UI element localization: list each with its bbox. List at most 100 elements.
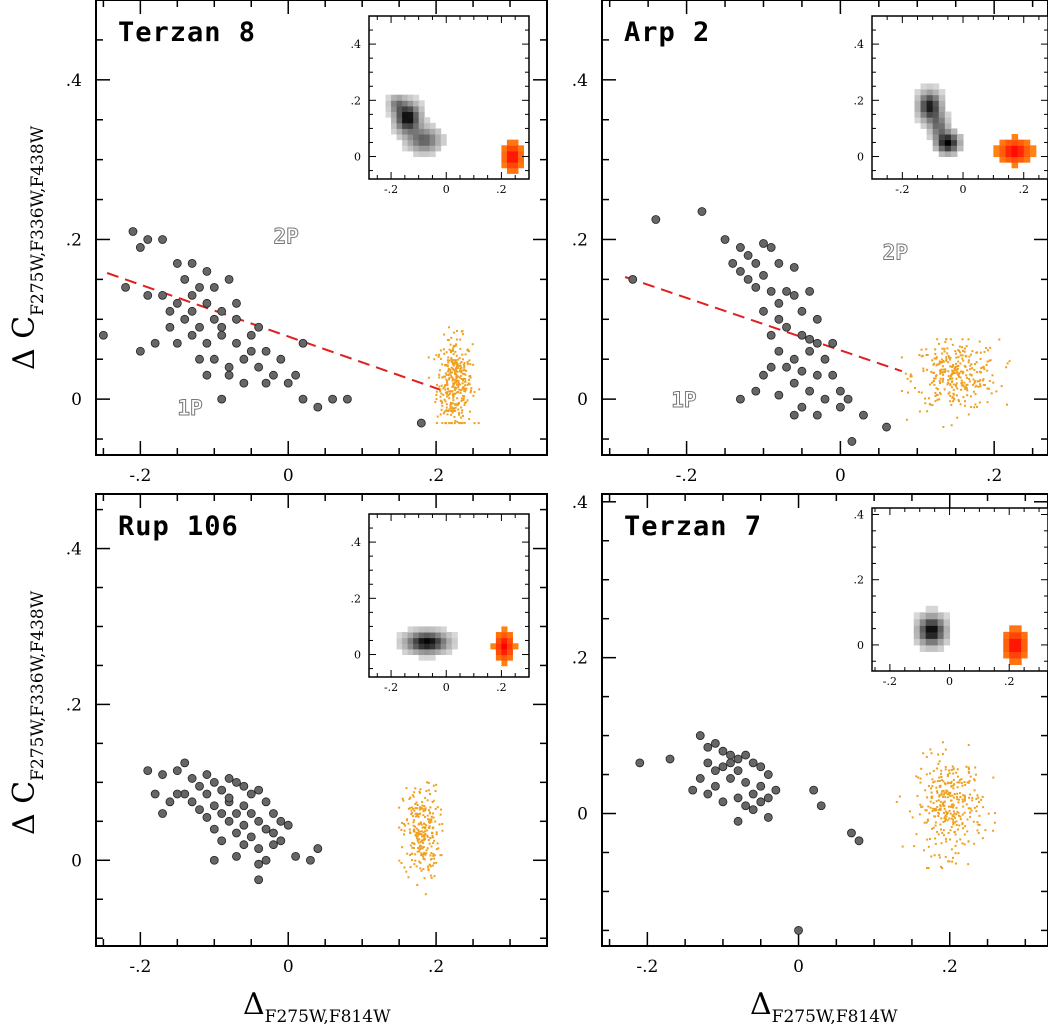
density-cell [932,128,940,135]
reference-point [426,865,429,868]
reference-point [430,831,433,834]
density-cell [402,94,409,101]
reference-point [956,810,959,813]
reference-point [454,380,457,383]
density-cell [920,105,928,113]
reference-point [948,391,951,394]
reference-point [428,818,431,821]
reference-point [456,370,459,373]
reference-point [941,379,944,382]
cluster-point [269,809,278,818]
reference-point [975,351,978,354]
reference-point [956,416,959,419]
reference-point [416,884,419,887]
reference-density-cell [1015,625,1022,633]
reference-point [457,382,460,385]
density-cell [429,654,436,661]
reference-point [414,859,417,862]
reference-point [944,791,947,794]
reference-point [973,789,976,792]
reference-point [441,401,444,404]
density-cell [391,122,398,129]
reference-point [952,364,955,367]
density-cell [920,111,928,118]
inset-y-tick-label: .2 [854,94,865,107]
reference-point [979,385,982,388]
cluster-point [202,789,212,799]
cluster-point [232,314,241,324]
reference-point [935,800,938,803]
reference-point [927,867,930,870]
reference-point [418,848,421,851]
reference-density-cell [1029,150,1037,158]
reference-point [930,752,933,755]
reference-point [947,792,950,795]
reference-point [462,399,465,402]
reference-point [451,410,454,413]
cluster-point [820,354,830,364]
cluster-point [733,766,743,776]
reference-point [450,358,453,361]
reference-point [950,848,953,851]
reference-point [957,374,960,377]
reference-point [434,807,437,810]
cluster-point [232,338,241,348]
density-cell [385,100,392,107]
inset-y-tick-label: .4 [351,536,362,549]
density-cell [920,94,928,101]
density-cell [440,134,447,141]
cluster-point [766,362,776,372]
density-cell [914,105,922,113]
reference-point [952,820,955,823]
cluster-point [828,370,838,380]
cluster-point [291,370,301,380]
reference-point [451,377,454,380]
reference-point [414,807,417,810]
reference-point [460,366,463,369]
reference-point [407,876,410,879]
reference-point [472,363,475,366]
inset-frame [368,15,530,180]
reference-point [951,856,954,859]
reference-point [947,361,950,364]
reference-point [950,784,953,787]
reference-point [936,388,939,391]
reference-point [419,788,422,791]
cluster-point [232,777,241,787]
density-cell [440,626,447,633]
population-label: 2P [273,224,298,248]
cluster-point [283,820,293,830]
cluster-point [269,840,278,850]
density-cell [429,637,436,644]
cluster-point [665,754,675,764]
reference-point [439,390,442,393]
reference-point [422,855,425,858]
cluster-point [748,758,758,768]
reference-point [949,829,952,832]
cluster-point [789,378,799,388]
cluster-point [751,259,761,268]
reference-point [443,410,446,413]
reference-point [944,340,947,343]
density-cell [407,643,414,650]
reference-point [963,404,966,407]
cluster-point [759,370,768,380]
density-cell [913,631,921,639]
y-tick-label: .4 [572,71,588,91]
cluster-point [254,844,264,853]
reference-point [961,842,964,845]
density-cell [926,134,934,141]
reference-point [432,816,435,819]
cluster-stars [628,207,891,446]
cluster-point [718,797,728,807]
reference-point [939,865,942,868]
reference-point [415,831,418,834]
reference-point [437,847,440,850]
inset-density-map: -.2 0.20.2.4 [351,15,530,196]
inset-y-tick-label: .2 [351,592,362,605]
density-cell [932,145,940,152]
reference-point [969,775,972,778]
reference-point [927,397,930,400]
density-cell [925,625,933,633]
reference-point [947,379,950,382]
